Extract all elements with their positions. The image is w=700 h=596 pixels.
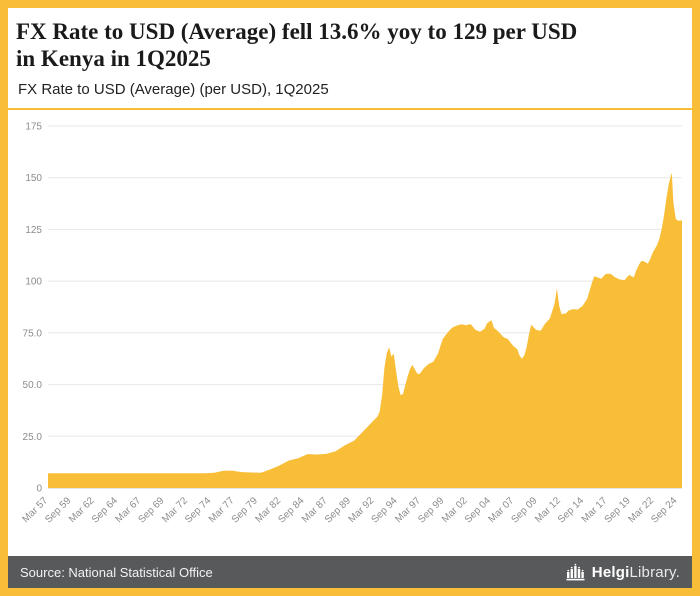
page-title: FX Rate to USD (Average) fell 13.6% yoy … [16,18,680,72]
fx-rate-area-chart: 0 25.0 50.0 75.0 100 125 150 175 Mar 57 Sep 59 Mar… [8,110,692,556]
source-label: Source: National Statistical Office [20,564,213,580]
svg-text:25.0: 25.0 [23,432,43,443]
chart-subtitle: FX Rate to USD (Average) (per USD), 1Q20… [18,81,329,99]
page-title-line2: in Kenya in 1Q2025 [16,46,211,72]
brand-text-library: Library. [629,563,680,581]
svg-text:50.0: 50.0 [23,380,43,391]
helgi-logo[interactable]: HelgiLibrary. [566,563,680,581]
footer-bar: Source: National Statistical Office [8,556,692,588]
svg-text:Sep 74: Sep 74 [183,495,213,525]
svg-text:150: 150 [25,173,42,184]
accent-divider [8,108,692,111]
brand-text: HelgiLibrary. [592,564,680,581]
page-title-line1: FX Rate to USD (Average) fell 13.6% yoy … [16,19,578,44]
svg-text:0: 0 [36,484,42,495]
brand-text-helgi: Helgi [591,563,630,581]
svg-text:Sep 24: Sep 24 [649,495,679,525]
svg-text:Sep 19: Sep 19 [603,495,633,525]
svg-text:Sep 69: Sep 69 [136,495,166,525]
chart-header: FX Rate to USD (Average) fell 13.6% yoy … [8,8,692,108]
svg-text:100: 100 [25,277,42,288]
helgi-logo-icon [566,563,585,581]
svg-text:75.0: 75.0 [23,329,43,340]
page-inner: FX Rate to USD (Average) fell 13.6% yoy … [8,8,692,588]
svg-text:175: 175 [25,122,42,133]
svg-text:125: 125 [25,225,42,236]
